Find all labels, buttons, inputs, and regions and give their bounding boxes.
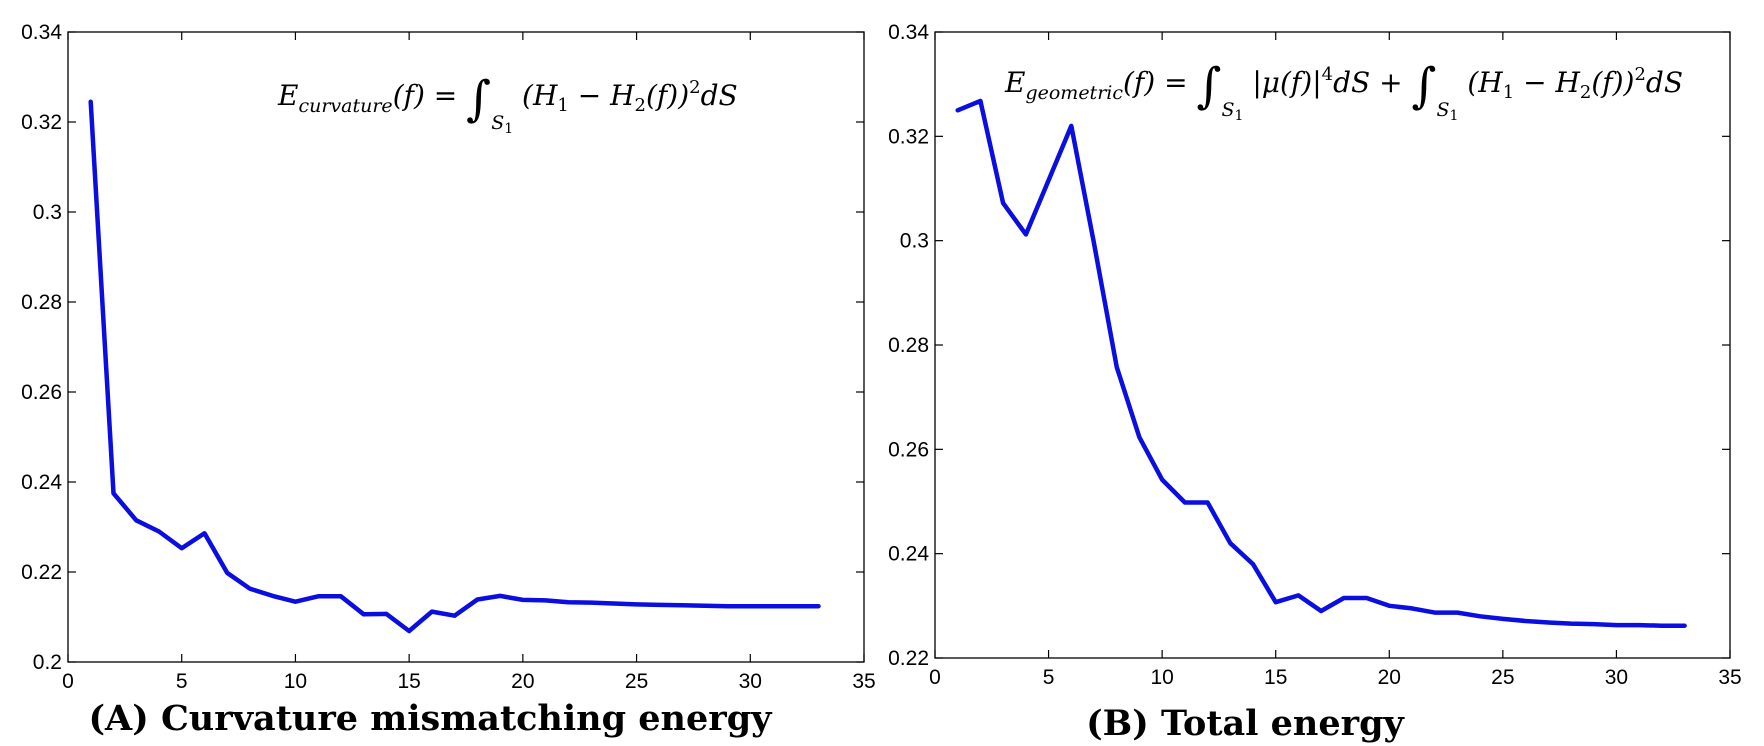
x-tick-label: 20 bbox=[511, 670, 534, 693]
x-tick-label: 30 bbox=[1605, 666, 1628, 689]
x-tick-label: 15 bbox=[1264, 666, 1287, 689]
x-tick-label: 10 bbox=[1150, 666, 1173, 689]
x-tick-label: 20 bbox=[1378, 666, 1401, 689]
y-tick-label: 0.22 bbox=[888, 647, 929, 670]
x-tick-label: 25 bbox=[625, 670, 648, 693]
x-tick-label: 25 bbox=[1491, 666, 1514, 689]
y-tick-label: 0.24 bbox=[21, 471, 62, 494]
y-tick-label: 0.32 bbox=[888, 125, 929, 148]
y-tick-label: 0.26 bbox=[888, 438, 929, 461]
x-tick-label: 35 bbox=[1718, 666, 1741, 689]
y-tick-label: 0.24 bbox=[888, 543, 929, 566]
x-tick-label: 5 bbox=[176, 670, 188, 693]
x-axis: 0 5 10 15 20 25 30 35 bbox=[929, 32, 1742, 689]
series-layer bbox=[955, 98, 1687, 628]
x-tick-label: 15 bbox=[397, 670, 420, 693]
y-tick-label: 0.34 bbox=[888, 21, 929, 44]
y-tick-label: 0.3 bbox=[900, 230, 929, 253]
panel-curvature-energy: 0 5 10 15 20 25 30 35 0.2 0.22 0.24 0.26 0.28 0.3 0.3… bbox=[21, 21, 876, 739]
x-tick-label: 10 bbox=[284, 670, 307, 693]
y-axis: 0.22 0.24 0.26 0.28 0.3 0.32 0.34 bbox=[888, 21, 1730, 670]
y-tick-label: 0.34 bbox=[21, 21, 62, 44]
axes-box bbox=[67, 31, 865, 663]
y-tick-label: 0.3 bbox=[33, 201, 62, 224]
y-tick-label: 0.26 bbox=[21, 381, 62, 404]
x-tick-label: 0 bbox=[929, 666, 941, 689]
x-tick-label: 0 bbox=[62, 670, 74, 693]
series-layer bbox=[88, 99, 821, 634]
x-tick-label: 5 bbox=[1043, 666, 1055, 689]
y-tick-label: 0.22 bbox=[21, 561, 62, 584]
y-tick-label: 0.32 bbox=[21, 111, 62, 134]
panel-total-energy: 0 5 10 15 20 25 30 35 0.220.240.260.280.30.320.… bbox=[888, 21, 1742, 744]
x-tick-label: 30 bbox=[739, 670, 762, 693]
caption-b: (B) Total energy bbox=[1086, 703, 1405, 744]
y-tick-label: 0.2 bbox=[33, 651, 62, 674]
y-tick-label: 0.28 bbox=[21, 291, 62, 314]
x-axis: 0 5 10 15 20 25 30 35 bbox=[62, 32, 876, 693]
caption-a: (A) Curvature mismatching energy bbox=[88, 698, 773, 739]
y-tick-label: 0.28 bbox=[888, 334, 929, 357]
x-tick-label: 35 bbox=[852, 670, 875, 693]
y-axis: 0.2 0.22 0.24 0.26 0.28 0.3 0.32 0.34 bbox=[21, 21, 864, 674]
